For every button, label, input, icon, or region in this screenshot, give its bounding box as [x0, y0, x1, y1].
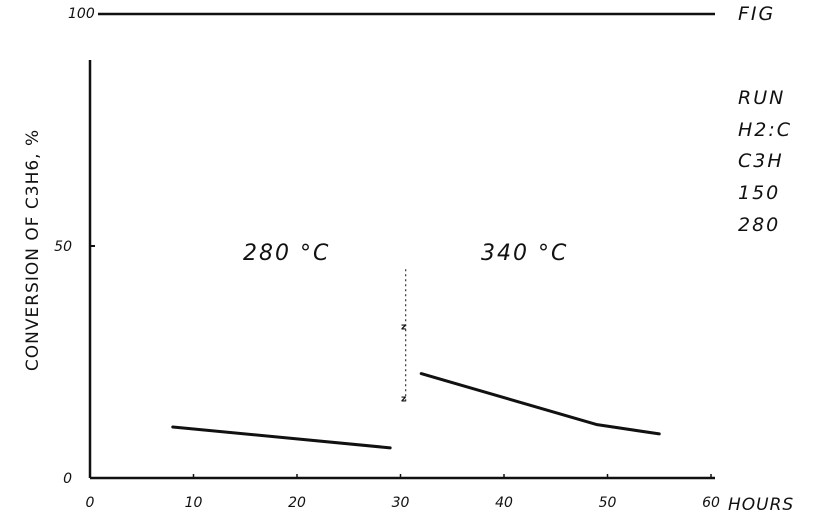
y-tick-label: 50 — [54, 239, 72, 255]
x-tick-label: 20 — [288, 495, 306, 511]
side-note-line: 280 — [738, 214, 780, 236]
axes — [88, 60, 715, 480]
y-tick-label: 0 — [63, 471, 72, 487]
x-tick-label: 10 — [185, 495, 203, 511]
side-note-line: FIG — [738, 3, 775, 25]
marks: zz — [401, 323, 406, 405]
x-tick-label: 0 — [86, 495, 95, 511]
data-mark: z — [401, 394, 406, 404]
side-note-line: C3H — [738, 150, 784, 172]
reference-line-label: 100 — [68, 6, 95, 22]
side-note-line: RUN — [738, 87, 785, 109]
side-note-line: 150 — [738, 182, 780, 204]
x-tick-label: 50 — [599, 495, 617, 511]
series-line-2 — [419, 372, 661, 436]
x-tick-label: 40 — [495, 495, 513, 511]
y-ticks: 0 50 — [54, 239, 95, 487]
series-line-1 — [171, 425, 392, 450]
region-label: 280 °C — [243, 241, 330, 266]
side-note-line: H2:C — [738, 119, 792, 141]
series-layer — [171, 372, 661, 450]
y-axis-title: CONVERSION OF C3H6, % — [23, 129, 43, 371]
x-ticks: 0 10 20 30 40 50 60 — [86, 474, 720, 511]
x-axis-title: HOURS — [728, 495, 794, 515]
region-label: 340 °C — [481, 241, 568, 266]
x-tick-label: 60 — [702, 495, 720, 511]
x-tick-label: 30 — [392, 495, 410, 511]
region-labels: 280 °C 340 °C — [243, 241, 568, 266]
data-mark: z — [401, 323, 406, 333]
side-annotation: FIG RUN H2:C C3H 150 280 — [738, 3, 792, 236]
